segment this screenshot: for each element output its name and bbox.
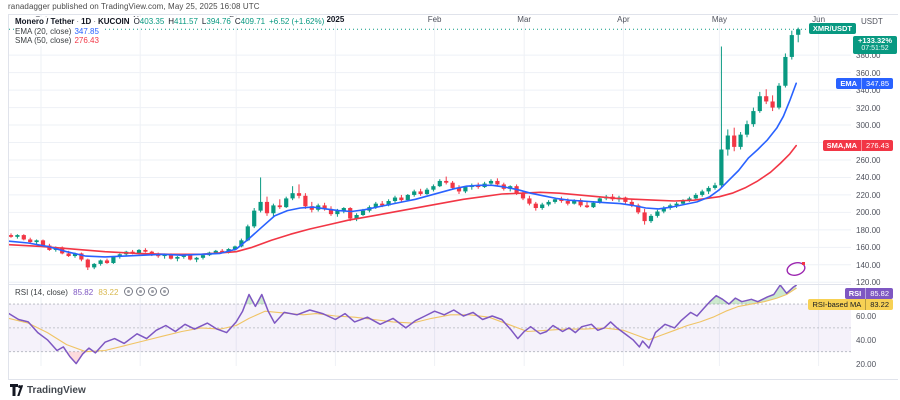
price-tick-label: 200.00: [856, 208, 881, 218]
currency-label: USDT: [861, 17, 883, 26]
rsi-legend-row[interactable]: RSI (14, close) 85.82 83.22: [15, 287, 172, 297]
tradingview-footer-link[interactable]: TradingView: [10, 384, 86, 396]
rsi-ma-legend-value: 83.22: [98, 288, 119, 297]
low-label: L: [201, 17, 207, 26]
change-percent-value: +133.32%: [858, 36, 892, 46]
price-tick-label: 220.00: [856, 190, 881, 200]
bar-countdown: 07:51:52: [861, 45, 889, 53]
tradingview-logo-icon: [10, 384, 23, 396]
chart-frame: Monero / Tether · 1D · KUCOIN O403.35 H411…: [8, 14, 898, 380]
price-tick-label: 240.00: [856, 173, 881, 183]
rsi-legend-label: RSI (14, close): [15, 288, 68, 297]
rsi-overbought-fill: [245, 285, 797, 305]
rsi-axis-badge: RSI 85.82: [844, 288, 893, 299]
rsi-ma-badge-label: RSI-based MA: [808, 298, 867, 310]
rsi-tick-label: 40.00: [856, 335, 877, 345]
time-tick-label: Apr: [617, 15, 630, 24]
time-tick-label: Jun: [812, 15, 826, 24]
low-value: 394.76: [206, 17, 231, 26]
ema-badge-label: EMA: [836, 77, 863, 89]
rsi-badge-label: RSI: [845, 288, 867, 299]
sma-badge-value: 276.43: [866, 141, 889, 151]
price-tick-label: 340.00: [856, 86, 881, 96]
legend-separator: ·: [93, 17, 96, 26]
sma-badge-label: SMA,MA: [823, 140, 863, 152]
rsi-oversold-fill: [68, 351, 85, 364]
ema-20-line: [9, 82, 798, 258]
exchange-label: KUCOIN: [98, 17, 130, 26]
symbol-title: Monero / Tether: [15, 17, 75, 26]
symbol-price-label: XMR/USDT: [808, 23, 856, 35]
sma-legend-value: 276.43: [74, 36, 99, 45]
rsi-line: [9, 284, 797, 365]
symbol-legend-row[interactable]: Monero / Tether · 1D · KUCOIN O403.35 H411…: [15, 17, 328, 27]
interval-label: 1D: [81, 17, 92, 26]
hide-icon[interactable]: [123, 287, 133, 296]
rsi-panel-decorations: [9, 303, 851, 353]
sma-axis-badge: SMA,MA 276.43: [822, 140, 893, 152]
rsi-legend-value: 85.82: [73, 288, 94, 297]
candles-series[interactable]: [9, 27, 801, 271]
close-value: 409.71: [240, 17, 266, 26]
rsi-ma-badge-value: 83.22: [870, 299, 889, 309]
annotation-circle: [786, 262, 806, 276]
tradingview-brand-text: TradingView: [27, 384, 86, 396]
close-label: C: [234, 17, 241, 26]
price-tick-label: 300.00: [856, 121, 881, 131]
time-axis[interactable]: [9, 366, 897, 379]
price-chart-canvas[interactable]: [9, 15, 897, 379]
time-tick-label: May: [711, 15, 727, 24]
main-legend[interactable]: Monero / Tether · 1D · KUCOIN O403.35 H411…: [15, 17, 328, 46]
settings-icon[interactable]: [135, 287, 145, 296]
price-tick-label: 160.00: [856, 243, 881, 253]
rsi-badge-value: 85.82: [870, 289, 889, 298]
rsi-ma-line: [9, 287, 797, 353]
price-tick-label: 360.00: [856, 68, 881, 78]
time-tick-label: Feb: [427, 15, 442, 24]
time-tick-label: 2025: [326, 15, 345, 24]
change-percent-badge: +133.32% 07:51:52: [853, 36, 897, 55]
rsi-ma-axis-badge: RSI-based MA 83.22: [808, 298, 893, 310]
price-tick-label: 320.00: [856, 103, 881, 113]
ema-legend-value: 347.85: [74, 26, 99, 36]
ema-legend-label: EMA (20, close): [15, 26, 72, 36]
ema-axis-badge: EMA 347.85: [836, 77, 893, 89]
price-tick-label: 140.00: [856, 260, 881, 270]
open-value: 403.35: [139, 17, 165, 26]
high-label: H: [168, 17, 175, 26]
time-tick-label: Mar: [517, 15, 532, 24]
price-tick-label: 380.00: [856, 51, 881, 61]
rsi-tick-label: 60.00: [856, 311, 877, 321]
rsi-tick-label: 20.00: [856, 359, 877, 369]
price-axis[interactable]: [851, 15, 898, 379]
high-value: 411.57: [174, 17, 198, 26]
sma-legend-label: SMA (50, close): [15, 36, 72, 45]
open-label: O: [133, 17, 140, 26]
ema-legend-row[interactable]: EMA (20, close) 347.85: [15, 26, 102, 36]
sma-legend-row[interactable]: SMA (50, close) 276.43: [15, 36, 102, 46]
price-tick-label: 120.00: [856, 278, 881, 288]
price-tick-label: 260.00: [856, 155, 881, 165]
more-icon[interactable]: [159, 287, 169, 296]
change-value: +6.52 (+1.62%): [269, 17, 325, 26]
delete-icon[interactable]: [147, 287, 157, 296]
attribution-text: ranadagger published on TradingView.com,…: [8, 2, 260, 11]
price-tick-label: 180.00: [856, 225, 881, 235]
ema-badge-value: 347.85: [866, 78, 889, 88]
legend-separator: ·: [76, 17, 80, 26]
